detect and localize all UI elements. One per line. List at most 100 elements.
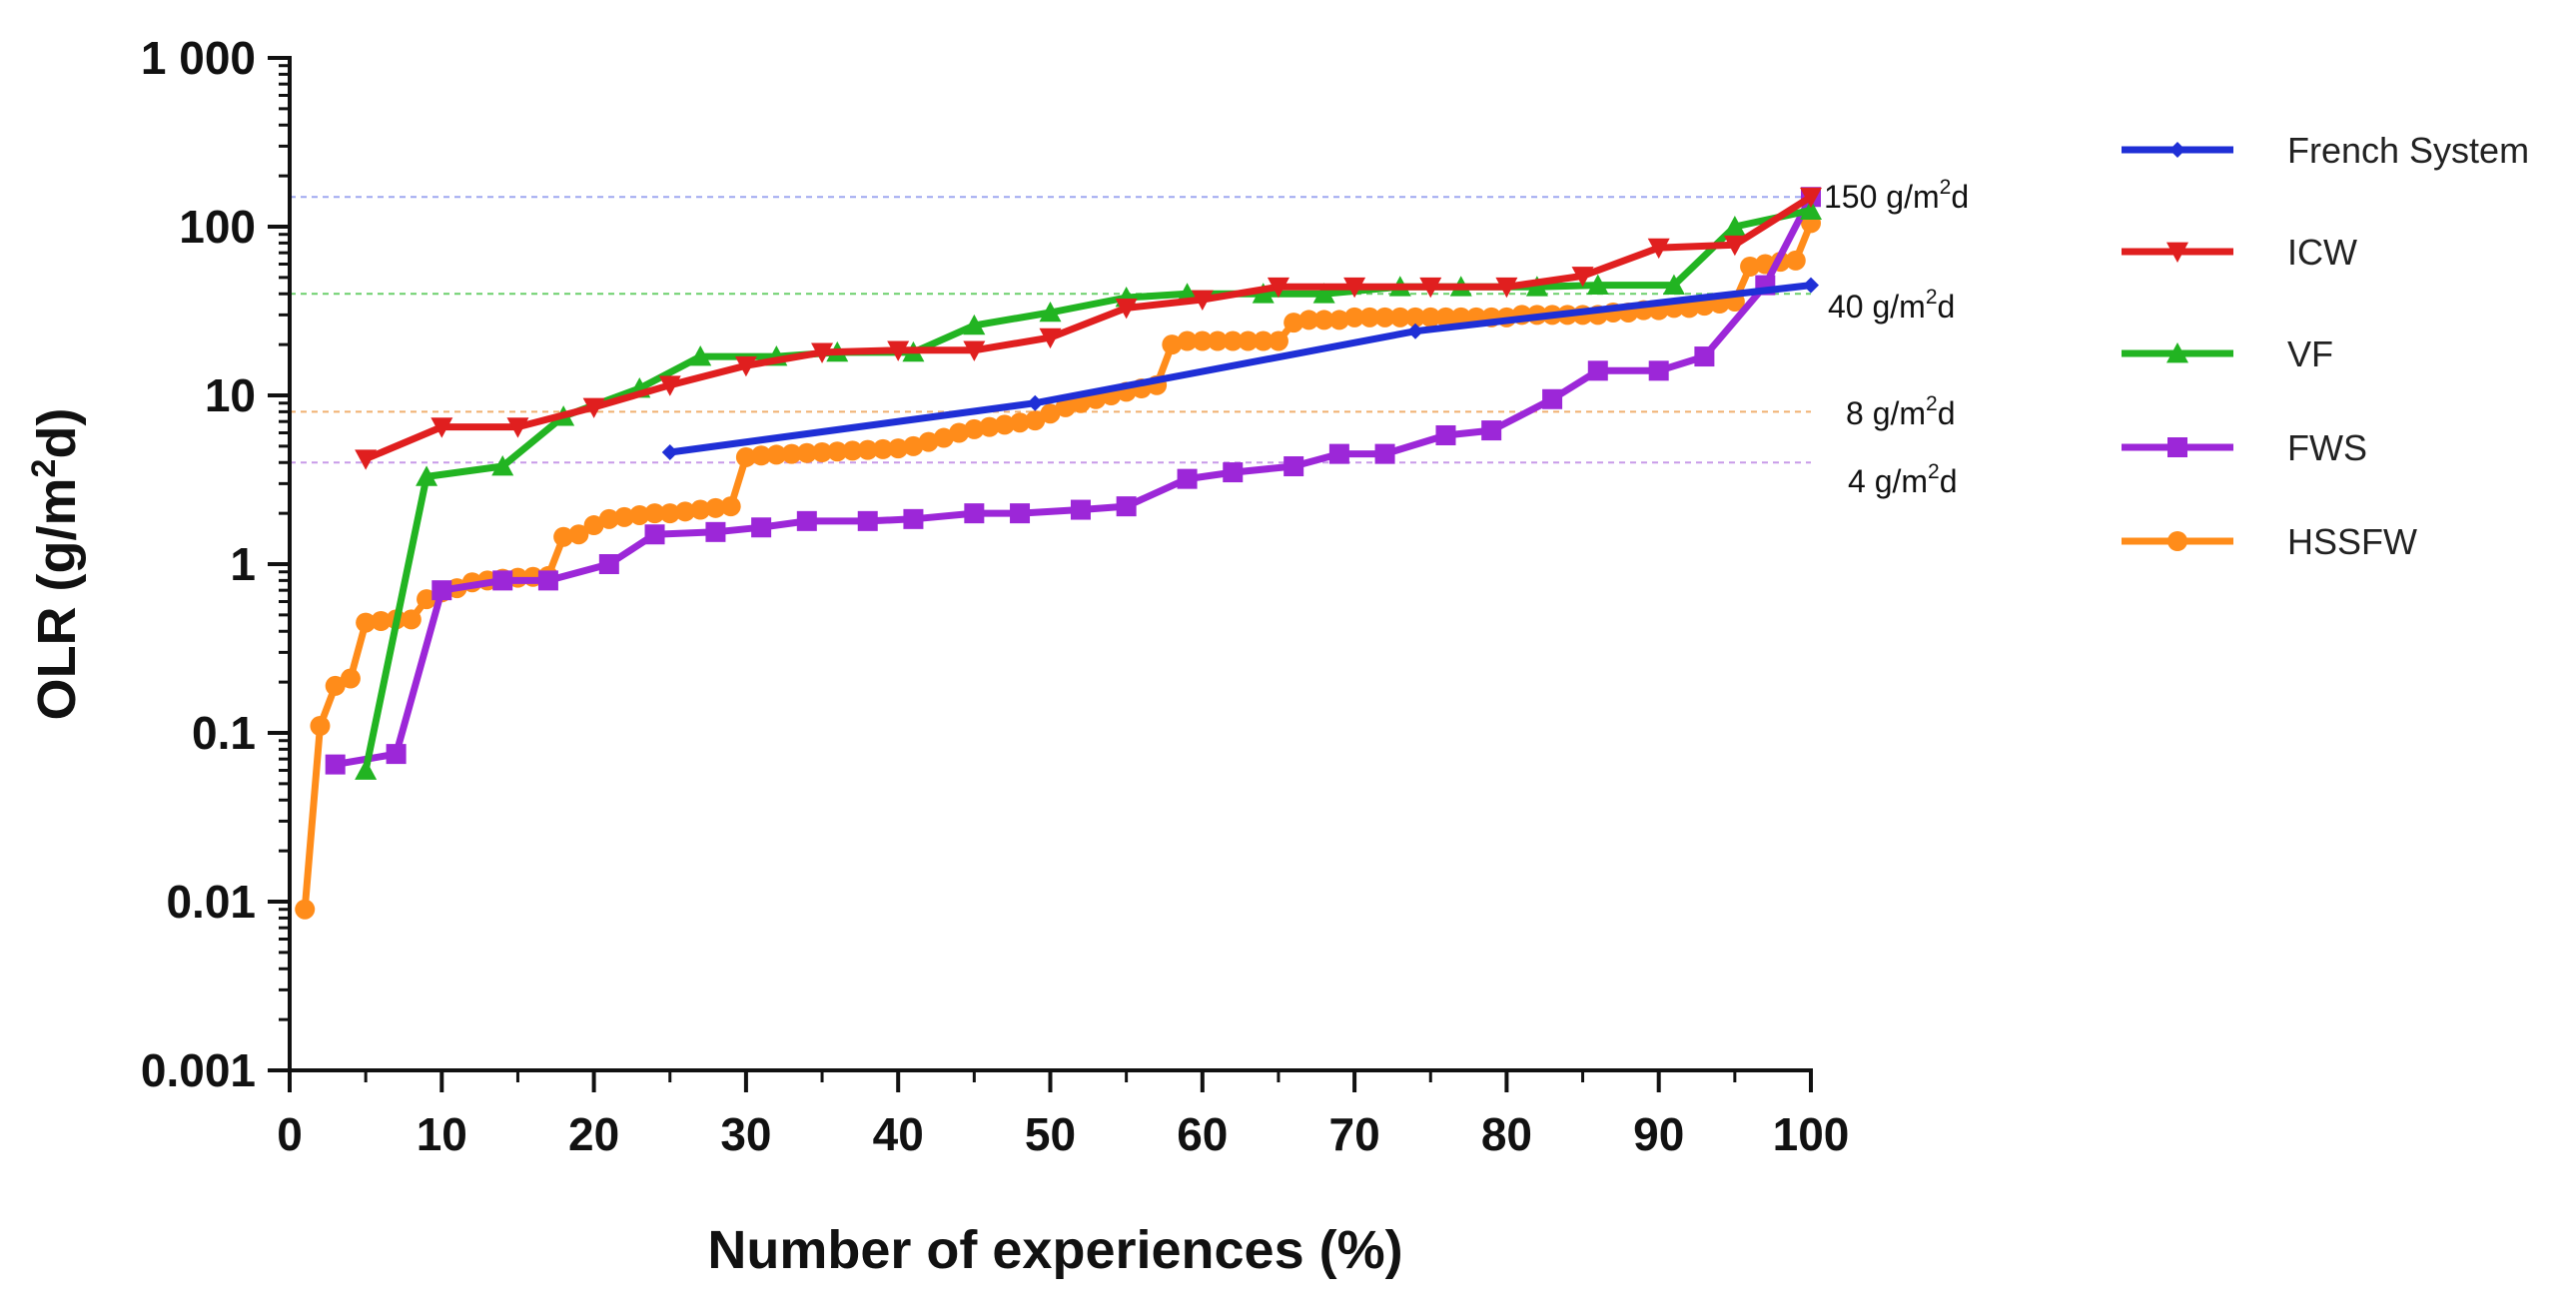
legend-label-french-system: French System [2287,130,2529,171]
x-tick-label: 50 [1025,1108,1076,1160]
reference-label-150: 150 g/m2d [1824,176,1969,215]
data-point-hssfw [735,446,756,467]
reference-label-40-text-end: d [1938,289,1956,325]
data-point-hssfw [371,610,392,631]
data-point-hssfw [401,609,422,630]
series-icw [355,187,1822,470]
data-point-icw [1191,290,1214,311]
legend-label-vf: VF [2287,333,2333,374]
legend-label-icw: ICW [2287,232,2357,273]
data-point-icw [1647,238,1670,260]
reference-label-40-sup: 2 [1926,286,1938,309]
legend-item-fws: FWS [2122,427,2367,468]
data-point-vf [1586,274,1609,295]
x-tick-label: 70 [1329,1108,1380,1160]
data-point-hssfw [1420,307,1441,328]
data-point-french-system [1027,394,1044,411]
data-point-hssfw [888,438,909,459]
data-point-hssfw [1785,250,1806,271]
data-point-hssfw [583,515,604,536]
x-tick-label: 60 [1177,1108,1228,1160]
legend-label-fws: FWS [2287,427,2367,468]
data-point-hssfw [796,442,817,463]
y-tick-label: 1 [230,538,256,590]
data-point-fws [1116,496,1137,517]
data-point-hssfw [325,675,346,696]
data-point-hssfw [340,668,361,689]
data-point-fws [1223,462,1244,483]
y-tick-label: 0.1 [192,707,256,759]
data-point-hssfw [1359,307,1380,328]
data-point-icw [1343,277,1366,299]
data-point-fws [857,510,878,531]
x-tick-label: 30 [720,1108,771,1160]
reference-label-8-text: 8 g/m [1846,395,1926,431]
data-point-hssfw [933,427,954,448]
x-tick-label: 90 [1633,1108,1684,1160]
legend-item-french-system: French System [2122,130,2529,171]
data-point-vf [1662,274,1685,295]
data-point-hssfw [1435,307,1456,328]
data-point-fws [705,521,726,542]
legend-item-hssfw: HSSFW [2122,521,2417,562]
data-point-fws [1542,388,1563,409]
data-point-hssfw [842,440,863,461]
reference-label-8-sup: 2 [1926,392,1938,415]
data-point-fws [751,517,772,538]
axes: 1 000 100 10 1 0.1 0.01 0.001 0 10 20 30 40 50 60 70 80… [141,32,1850,1160]
data-point-icw [963,340,986,361]
data-point-hssfw [598,508,619,529]
reference-label-40-text: 40 g/m [1828,289,1926,325]
data-point-fws [1177,468,1198,489]
data-point-icw [1723,235,1746,257]
data-point-hssfw [979,416,1000,437]
data-point-icw [1419,277,1442,299]
y-axis-title-text: OLR (g/m [27,477,87,720]
data-point-hssfw [1162,334,1183,355]
data-point-icw [734,355,757,377]
data-point-hssfw [1223,330,1244,351]
data-point-fws [1481,420,1502,441]
data-point-fws [1587,360,1608,381]
x-tick-label: 0 [277,1108,303,1160]
legend-marker-french-system [2169,142,2185,158]
data-point-hssfw [690,499,711,520]
data-point-hssfw [1284,313,1304,333]
y-axis-title-text-end: d) [27,408,87,459]
data-point-fws [386,744,407,765]
y-axis-title: OLR (g/m2d) [25,408,87,721]
data-point-hssfw [1740,256,1761,277]
data-point-french-system [1407,323,1424,339]
data-point-hssfw [659,503,680,524]
data-point-hssfw [1025,410,1046,431]
data-point-icw [1495,277,1518,299]
data-point-hssfw [812,441,833,462]
data-point-french-system [661,443,678,460]
series-layer [295,187,1822,920]
data-point-vf [963,314,986,335]
data-point-vf [1312,283,1335,304]
data-point-fws [1694,346,1715,367]
data-point-hssfw [827,441,848,462]
data-point-fws [1010,503,1031,524]
data-point-hssfw [1344,307,1365,328]
data-point-fws [964,503,985,524]
data-point-hssfw [964,418,985,439]
series-line-hssfw [301,222,1815,910]
data-point-hssfw [1055,396,1076,417]
series-fws [325,187,1821,775]
data-point-fws [325,754,346,775]
data-point-vf [1723,216,1746,237]
reference-label-4-text: 4 g/m [1848,463,1928,499]
legend-item-vf: VF [2122,333,2333,374]
data-point-icw [582,397,605,418]
data-point-hssfw [1238,330,1259,351]
data-point-hssfw [720,496,741,517]
y-tick-label: 1 000 [141,32,256,84]
series-line-french-system [669,282,1812,456]
y-tick-label: 100 [179,201,256,253]
data-point-hssfw [1405,307,1426,328]
data-point-fws [537,570,558,591]
data-point-vf [1800,199,1822,220]
